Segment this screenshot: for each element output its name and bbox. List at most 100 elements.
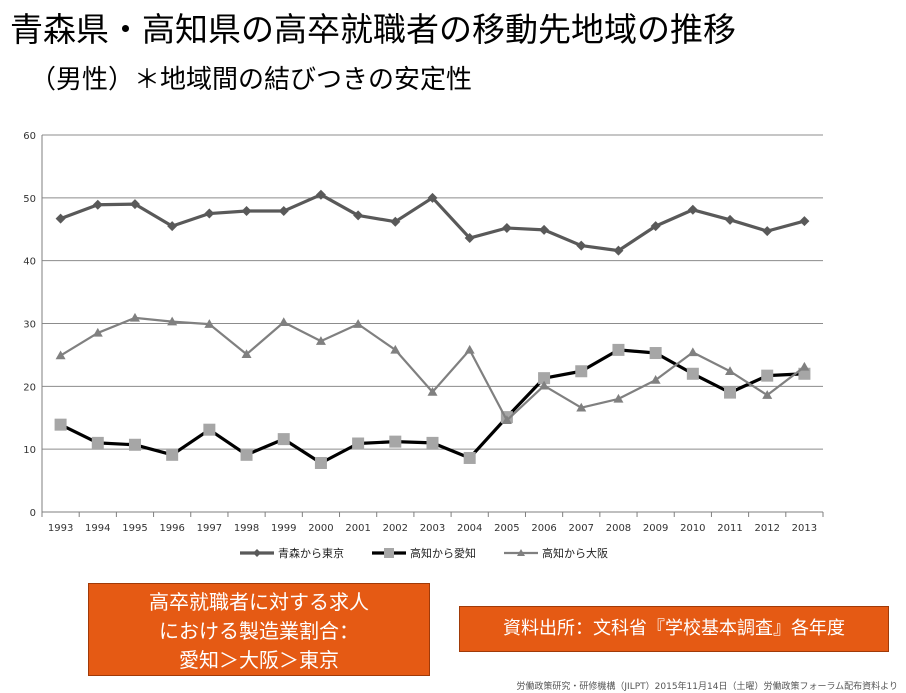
legend-label: 高知から愛知 — [410, 546, 476, 560]
data-point — [204, 319, 215, 328]
note-line: 高卒就職者に対する求人 — [149, 590, 369, 614]
data-point — [353, 319, 364, 328]
data-point — [54, 418, 67, 431]
data-point — [686, 367, 699, 380]
data-point — [650, 375, 661, 384]
y-tick-label: 0 — [30, 508, 36, 519]
legend-label: 青森から東京 — [278, 546, 344, 560]
data-point — [390, 344, 401, 354]
x-tick-label: 2005 — [494, 523, 519, 534]
data-point — [725, 214, 736, 225]
data-point — [501, 222, 512, 233]
data-point — [389, 435, 402, 448]
legend-marker — [517, 549, 525, 556]
page-title: 青森県・高知県の高卒就職者の移動先地域の推移 — [10, 10, 736, 49]
x-tick-label: 1998 — [234, 523, 259, 534]
data-point — [204, 208, 215, 219]
data-point — [687, 347, 698, 357]
data-point — [539, 380, 550, 390]
data-point — [129, 312, 140, 322]
data-point — [464, 233, 475, 244]
line-chart: 0 10 20 30 40 50 60 1993 1994 1995 1996 1997 1998 199… — [23, 131, 824, 560]
y-tick-label: 10 — [23, 445, 36, 456]
x-tick-label: 2012 — [754, 523, 779, 534]
data-point — [576, 402, 587, 412]
x-tick-label: 1999 — [271, 523, 296, 534]
data-point — [464, 344, 475, 354]
data-point — [314, 456, 327, 469]
note-line: 愛知＞大阪＞東京 — [179, 648, 339, 672]
data-point — [352, 437, 365, 450]
data-point — [687, 204, 698, 215]
x-tick-label: 1994 — [85, 523, 110, 534]
x-tick-label: 1997 — [197, 523, 222, 534]
x-tick-label: 2007 — [569, 523, 594, 534]
data-point — [315, 336, 326, 345]
data-point — [649, 347, 662, 360]
data-point — [613, 245, 624, 256]
data-point — [501, 415, 512, 425]
x-tick-label: 2003 — [420, 523, 445, 534]
data-point — [241, 349, 252, 359]
x-tick-label: 2013 — [792, 523, 817, 534]
legend-marker — [253, 549, 261, 557]
legend-marker — [384, 548, 394, 558]
data-point — [575, 365, 588, 378]
data-point — [92, 327, 103, 337]
data-point — [278, 206, 289, 217]
data-point — [724, 386, 737, 399]
page-subtitle: （男性）＊地域間の結びつきの安定性 — [30, 65, 473, 95]
data-point — [315, 189, 326, 200]
x-tick-label: 1993 — [48, 523, 73, 534]
x-tick-label: 2004 — [457, 523, 482, 534]
data-point — [241, 206, 252, 217]
x-tick-label: 1996 — [159, 523, 184, 534]
data-point — [353, 210, 364, 221]
x-tick-label: 2008 — [606, 523, 631, 534]
data-point — [761, 369, 774, 382]
data-point — [762, 226, 773, 237]
x-tick-label: 2006 — [531, 523, 556, 534]
data-point — [55, 350, 66, 360]
data-point — [390, 216, 401, 227]
data-point — [55, 213, 66, 224]
data-point — [277, 433, 290, 446]
x-tick-label: 2000 — [308, 523, 333, 534]
data-point — [278, 317, 289, 326]
data-point — [128, 438, 141, 451]
y-tick-label: 20 — [23, 382, 36, 393]
data-point — [91, 436, 104, 449]
data-point — [427, 386, 438, 396]
x-tick-label: 2009 — [643, 523, 668, 534]
x-tick-label: 2001 — [345, 523, 370, 534]
data-point — [426, 436, 439, 449]
y-tick-label: 60 — [23, 131, 36, 142]
data-point — [799, 216, 810, 227]
data-point — [92, 199, 103, 210]
data-point — [166, 448, 179, 461]
data-point — [463, 451, 476, 464]
y-tick-label: 50 — [23, 194, 36, 205]
x-tick-label: 1995 — [122, 523, 147, 534]
data-point — [799, 361, 810, 371]
data-point — [203, 423, 216, 436]
data-point — [539, 224, 550, 235]
x-tick-label: 2011 — [717, 523, 742, 534]
x-tick-label: 2010 — [680, 523, 705, 534]
data-source-note: 資料出所：文科省『学校基本調査』各年度 — [459, 606, 889, 652]
data-point — [538, 372, 551, 385]
x-tick-label: 2002 — [383, 523, 408, 534]
data-point — [650, 221, 661, 232]
note-line: における製造業割合： — [159, 619, 359, 643]
manufacturing-share-note: 高卒就職者に対する求人 における製造業割合： 愛知＞大阪＞東京 — [88, 583, 430, 676]
data-point — [798, 367, 811, 380]
data-point — [129, 199, 140, 210]
legend-label: 高知から大阪 — [542, 546, 608, 560]
data-point — [612, 343, 625, 356]
y-tick-label: 40 — [23, 257, 36, 268]
y-tick-label: 30 — [23, 320, 36, 331]
data-point — [427, 192, 438, 203]
data-point — [725, 366, 736, 376]
footer-credit: 労働政策研究・研修機構（JILPT）2015年11月14日（土曜）労働政策フォー… — [516, 682, 898, 692]
data-point — [167, 221, 178, 232]
